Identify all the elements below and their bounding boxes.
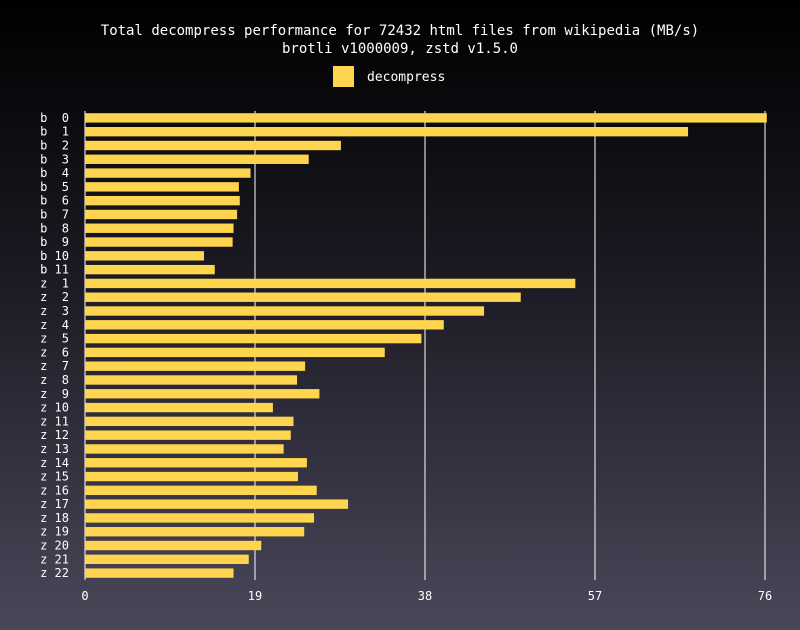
legend-swatch bbox=[333, 66, 354, 87]
y-tick-label: z 3 bbox=[40, 304, 69, 318]
bar bbox=[85, 237, 233, 247]
y-tick-label: z 22 bbox=[40, 566, 69, 580]
x-tick-label: 76 bbox=[758, 589, 772, 603]
y-tick-label: z 10 bbox=[40, 401, 69, 415]
gridlines bbox=[84, 111, 766, 580]
y-tick-label: b 0 bbox=[40, 111, 69, 125]
bar bbox=[85, 127, 689, 137]
y-tick-label: b 4 bbox=[40, 166, 69, 180]
y-tick-label: z 2 bbox=[40, 290, 69, 304]
y-tick-label: z 15 bbox=[40, 470, 69, 484]
bar bbox=[85, 154, 309, 164]
x-axis-labels: 0 19 38 57 76 bbox=[81, 589, 772, 603]
bars bbox=[85, 113, 767, 578]
bar bbox=[85, 140, 341, 151]
bar bbox=[85, 347, 385, 358]
y-tick-label: z 7 bbox=[40, 359, 69, 373]
bar bbox=[85, 444, 284, 454]
chart-title: Total decompress performance for 72432 h… bbox=[101, 23, 699, 39]
bar bbox=[85, 182, 239, 192]
bar bbox=[85, 113, 767, 123]
x-tick-label: 57 bbox=[588, 589, 602, 603]
legend-label: decompress bbox=[367, 70, 445, 85]
y-tick-label: z 8 bbox=[40, 373, 69, 387]
y-tick-label: z 18 bbox=[40, 511, 69, 525]
bar bbox=[85, 333, 422, 344]
y-tick-label: z 1 bbox=[40, 276, 69, 290]
y-tick-label: z 19 bbox=[40, 525, 69, 539]
legend: decompress bbox=[333, 66, 445, 87]
y-tick-label: z 17 bbox=[40, 497, 69, 511]
y-tick-label: z 6 bbox=[40, 345, 69, 359]
chart-subtitle: brotli v1000009, zstd v1.5.0 bbox=[282, 41, 518, 57]
bar bbox=[85, 554, 249, 564]
y-tick-label: b 9 bbox=[40, 235, 69, 249]
y-tick-label: z 20 bbox=[40, 539, 69, 553]
bar bbox=[85, 278, 576, 289]
x-tick-label: 38 bbox=[418, 589, 432, 603]
bar bbox=[85, 306, 485, 316]
bar bbox=[85, 499, 349, 509]
y-tick-label: b 7 bbox=[40, 207, 69, 221]
bar bbox=[85, 540, 262, 551]
y-tick-label: z 14 bbox=[40, 456, 69, 470]
y-tick-label: b 2 bbox=[40, 138, 69, 152]
bar bbox=[85, 264, 215, 275]
y-tick-label: z 5 bbox=[40, 332, 69, 346]
bar bbox=[85, 361, 306, 371]
y-tick-label: z 4 bbox=[40, 318, 69, 332]
bar bbox=[85, 402, 273, 413]
y-tick-label: b 1 bbox=[40, 125, 69, 139]
y-tick-label: b 6 bbox=[40, 194, 69, 208]
y-tick-label: z 9 bbox=[40, 387, 69, 401]
bar bbox=[85, 568, 234, 578]
bar bbox=[85, 251, 204, 261]
bar bbox=[85, 389, 320, 399]
bar bbox=[85, 416, 294, 427]
bar bbox=[85, 485, 317, 496]
y-tick-label: b 8 bbox=[40, 221, 69, 235]
bar bbox=[85, 430, 291, 440]
bar bbox=[85, 375, 298, 385]
bar bbox=[85, 195, 240, 206]
y-tick-label: z 12 bbox=[40, 428, 69, 442]
y-tick-label: z 13 bbox=[40, 442, 69, 456]
y-tick-label: b 3 bbox=[40, 152, 69, 166]
y-tick-label: b 10 bbox=[40, 249, 69, 263]
y-tick-label: b 11 bbox=[40, 263, 69, 277]
bar bbox=[85, 209, 238, 220]
y-axis-labels: b 0b 1b 2b 3b 4b 5b 6b 7b 8b 9b 10b 11z … bbox=[40, 111, 69, 580]
bar bbox=[85, 471, 298, 482]
bar bbox=[85, 320, 444, 330]
x-tick-label: 19 bbox=[248, 589, 262, 603]
bar bbox=[85, 458, 307, 468]
bar bbox=[85, 168, 251, 178]
bar bbox=[85, 223, 234, 233]
bar bbox=[85, 292, 521, 302]
y-tick-label: b 5 bbox=[40, 180, 69, 194]
x-tick-label: 0 bbox=[81, 589, 88, 603]
bar bbox=[85, 527, 305, 537]
bar bbox=[85, 513, 315, 523]
y-tick-label: z 16 bbox=[40, 483, 69, 497]
y-tick-label: z 11 bbox=[40, 414, 69, 428]
y-tick-label: z 21 bbox=[40, 552, 69, 566]
